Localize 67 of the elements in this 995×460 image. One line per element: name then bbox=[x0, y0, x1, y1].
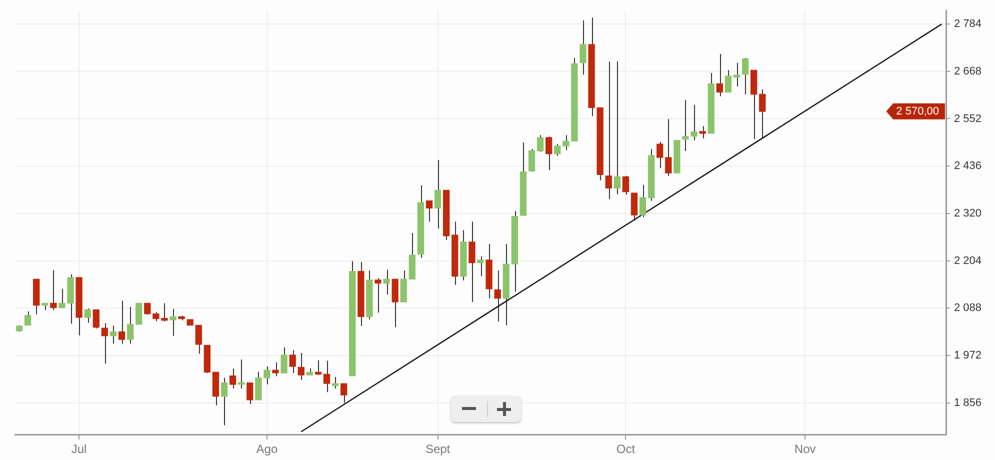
candlestick bbox=[546, 136, 552, 171]
annotation: 2 570,00 bbox=[896, 105, 940, 118]
candlestick bbox=[323, 360, 330, 393]
candlestick bbox=[170, 308, 176, 336]
candlestick bbox=[136, 302, 142, 325]
y-tick-label: 2 320 bbox=[954, 207, 982, 220]
candlestick bbox=[229, 368, 236, 389]
y-tick-label: 2 552 bbox=[954, 112, 982, 125]
candlestick bbox=[665, 118, 672, 176]
candlestick bbox=[699, 126, 706, 139]
candlestick bbox=[332, 376, 339, 389]
candlestick bbox=[195, 324, 202, 354]
candlestick bbox=[468, 221, 476, 302]
candlestick bbox=[220, 377, 228, 426]
candlestick bbox=[614, 60, 620, 195]
candlestick bbox=[733, 62, 740, 88]
candlestick bbox=[477, 256, 484, 277]
candlestick bbox=[630, 192, 638, 222]
candlestick bbox=[494, 270, 501, 322]
candlestick bbox=[392, 278, 398, 328]
candlestick bbox=[383, 269, 390, 296]
y-tick-label: 2 088 bbox=[954, 302, 982, 314]
y-tick-label: 1 972 bbox=[954, 349, 982, 362]
candlestick bbox=[144, 302, 151, 316]
y-tick-label: 2 204 bbox=[954, 254, 982, 267]
y-tick-label: 2 668 bbox=[954, 65, 982, 78]
candlestick bbox=[126, 306, 134, 344]
candlestick bbox=[374, 278, 382, 314]
x-tick-label: Ago bbox=[256, 442, 278, 456]
x-tick-label: Sept bbox=[425, 442, 451, 456]
candlestick bbox=[280, 346, 288, 374]
candlestick bbox=[536, 134, 544, 152]
candlestick bbox=[656, 142, 664, 169]
candlestick bbox=[246, 382, 254, 404]
candlestick bbox=[298, 352, 304, 380]
candlestick bbox=[528, 148, 536, 172]
candlestick bbox=[759, 88, 766, 139]
candlestick bbox=[24, 310, 32, 326]
candlestick bbox=[554, 144, 561, 156]
candlestick bbox=[272, 362, 279, 377]
candlestick bbox=[84, 308, 91, 324]
candlestick bbox=[118, 300, 126, 344]
candlestick bbox=[605, 61, 612, 200]
candlestick bbox=[724, 70, 732, 93]
candlestick bbox=[238, 359, 245, 389]
candlestick bbox=[742, 57, 749, 95]
candlestick bbox=[434, 159, 442, 230]
x-tick-label: Oct bbox=[616, 442, 636, 456]
y-tick-label: 2 436 bbox=[954, 160, 982, 172]
y-tick-label: 2 784 bbox=[954, 18, 982, 30]
candlestick bbox=[314, 360, 322, 376]
candlestick bbox=[580, 20, 586, 76]
candlestick bbox=[639, 184, 646, 218]
candlestick bbox=[426, 200, 433, 222]
x-tick-label: Jul bbox=[71, 442, 87, 456]
candlestick bbox=[110, 325, 117, 344]
candlestick bbox=[400, 270, 407, 302]
candlestick bbox=[622, 175, 630, 196]
candlestick bbox=[92, 309, 100, 329]
candlestick bbox=[562, 134, 570, 151]
candlestick bbox=[289, 350, 296, 374]
candlestick bbox=[716, 53, 723, 97]
x-tick-label: Nov bbox=[794, 442, 816, 456]
y-tick-label: 1 856 bbox=[954, 396, 982, 409]
candlestick bbox=[101, 322, 108, 364]
candlestick bbox=[50, 270, 57, 311]
candlestick bbox=[340, 383, 348, 404]
